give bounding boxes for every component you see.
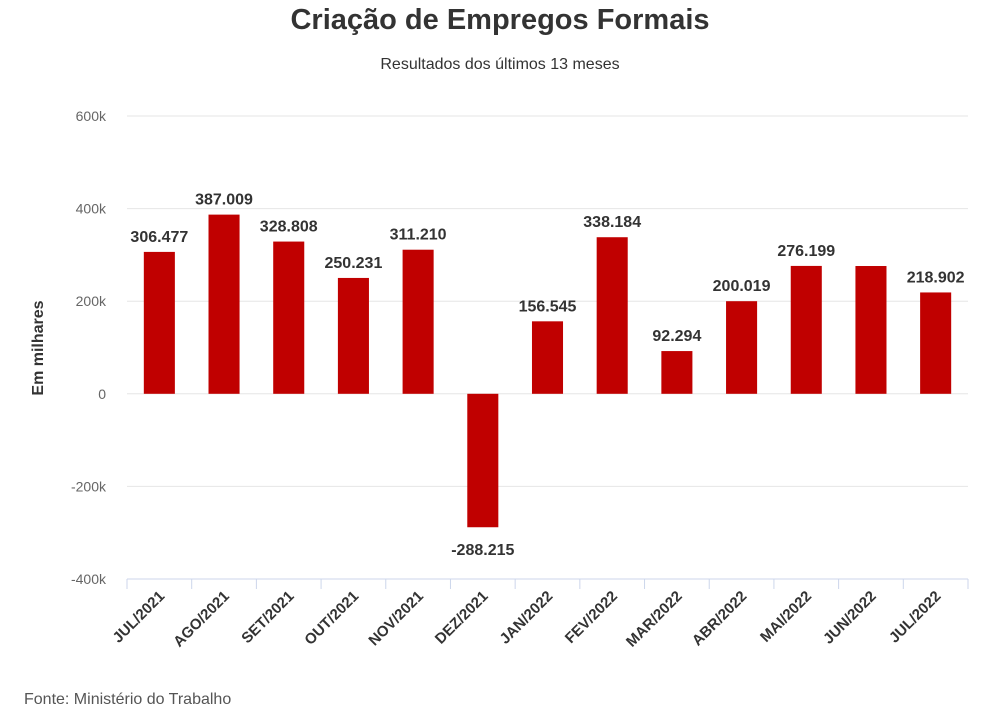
data-label: 92.294 xyxy=(652,328,701,345)
bar xyxy=(273,241,305,394)
source-note: Fonte: Ministério do Trabalho xyxy=(24,691,232,708)
data-label: -288.215 xyxy=(451,542,514,559)
bar xyxy=(790,265,822,394)
data-label: 200.019 xyxy=(713,278,771,295)
bar xyxy=(467,393,499,528)
bar xyxy=(596,237,628,394)
y-tick-label: -400k xyxy=(71,571,107,587)
data-label: 250.231 xyxy=(325,255,383,272)
bar xyxy=(855,266,887,394)
x-tick-label: AGO/2021 xyxy=(170,588,233,651)
y-tick-label: 400k xyxy=(76,201,107,217)
x-tick-label: JUN/2022 xyxy=(820,588,880,648)
chart-subtitle: Resultados dos últimos 13 meses xyxy=(380,56,620,73)
x-axis xyxy=(126,578,969,589)
x-tick-label: FEV/2022 xyxy=(562,588,621,647)
bar xyxy=(920,292,952,394)
x-tick-label: MAI/2022 xyxy=(757,588,815,646)
bar xyxy=(337,277,369,394)
data-label: 218.902 xyxy=(907,269,965,286)
y-tick-label: -200k xyxy=(71,478,107,494)
data-label: 311.210 xyxy=(390,227,447,244)
y-tick-label: 0 xyxy=(98,386,106,402)
x-tick-label: NOV/2021 xyxy=(365,588,427,650)
category-labels: JUL/2021 AGO/2021 SET/2021 OUT/2021 NOV/2021… xyxy=(110,588,945,651)
data-label: 306.477 xyxy=(130,229,188,246)
data-label: 338.184 xyxy=(583,214,641,231)
y-axis-ticks: 600k 400k 200k 0 -200k -400k xyxy=(71,108,107,587)
data-label: 387.009 xyxy=(195,192,253,209)
bars xyxy=(143,214,952,528)
x-tick-label: OUT/2021 xyxy=(301,588,362,649)
gridlines xyxy=(127,115,968,487)
data-label: 276.199 xyxy=(777,243,835,260)
x-tick-label: SET/2021 xyxy=(238,588,297,647)
y-axis-title: Em milhares xyxy=(30,300,47,395)
x-tick-label: ABR/2022 xyxy=(689,588,751,650)
data-labels: 306.477 387.009 328.808 250.231 311.210 -288.… xyxy=(130,192,964,560)
bar xyxy=(402,249,434,394)
chart-title: Criação de Empregos Formais xyxy=(290,4,710,36)
y-tick-label: 600k xyxy=(76,108,107,124)
data-label: 328.808 xyxy=(260,219,318,236)
y-tick-label: 200k xyxy=(76,293,107,309)
bar xyxy=(661,351,693,394)
x-tick-label: JUL/2022 xyxy=(886,588,945,647)
x-tick-label: JUL/2021 xyxy=(110,588,169,647)
bar xyxy=(143,251,175,394)
bar xyxy=(531,321,564,394)
bar xyxy=(726,301,758,394)
x-tick-label: MAR/2022 xyxy=(623,588,686,651)
data-label: 156.545 xyxy=(519,298,577,315)
x-tick-label: JAN/2022 xyxy=(497,588,557,648)
x-tick-label: DEZ/2021 xyxy=(432,588,492,648)
bar xyxy=(208,214,240,394)
